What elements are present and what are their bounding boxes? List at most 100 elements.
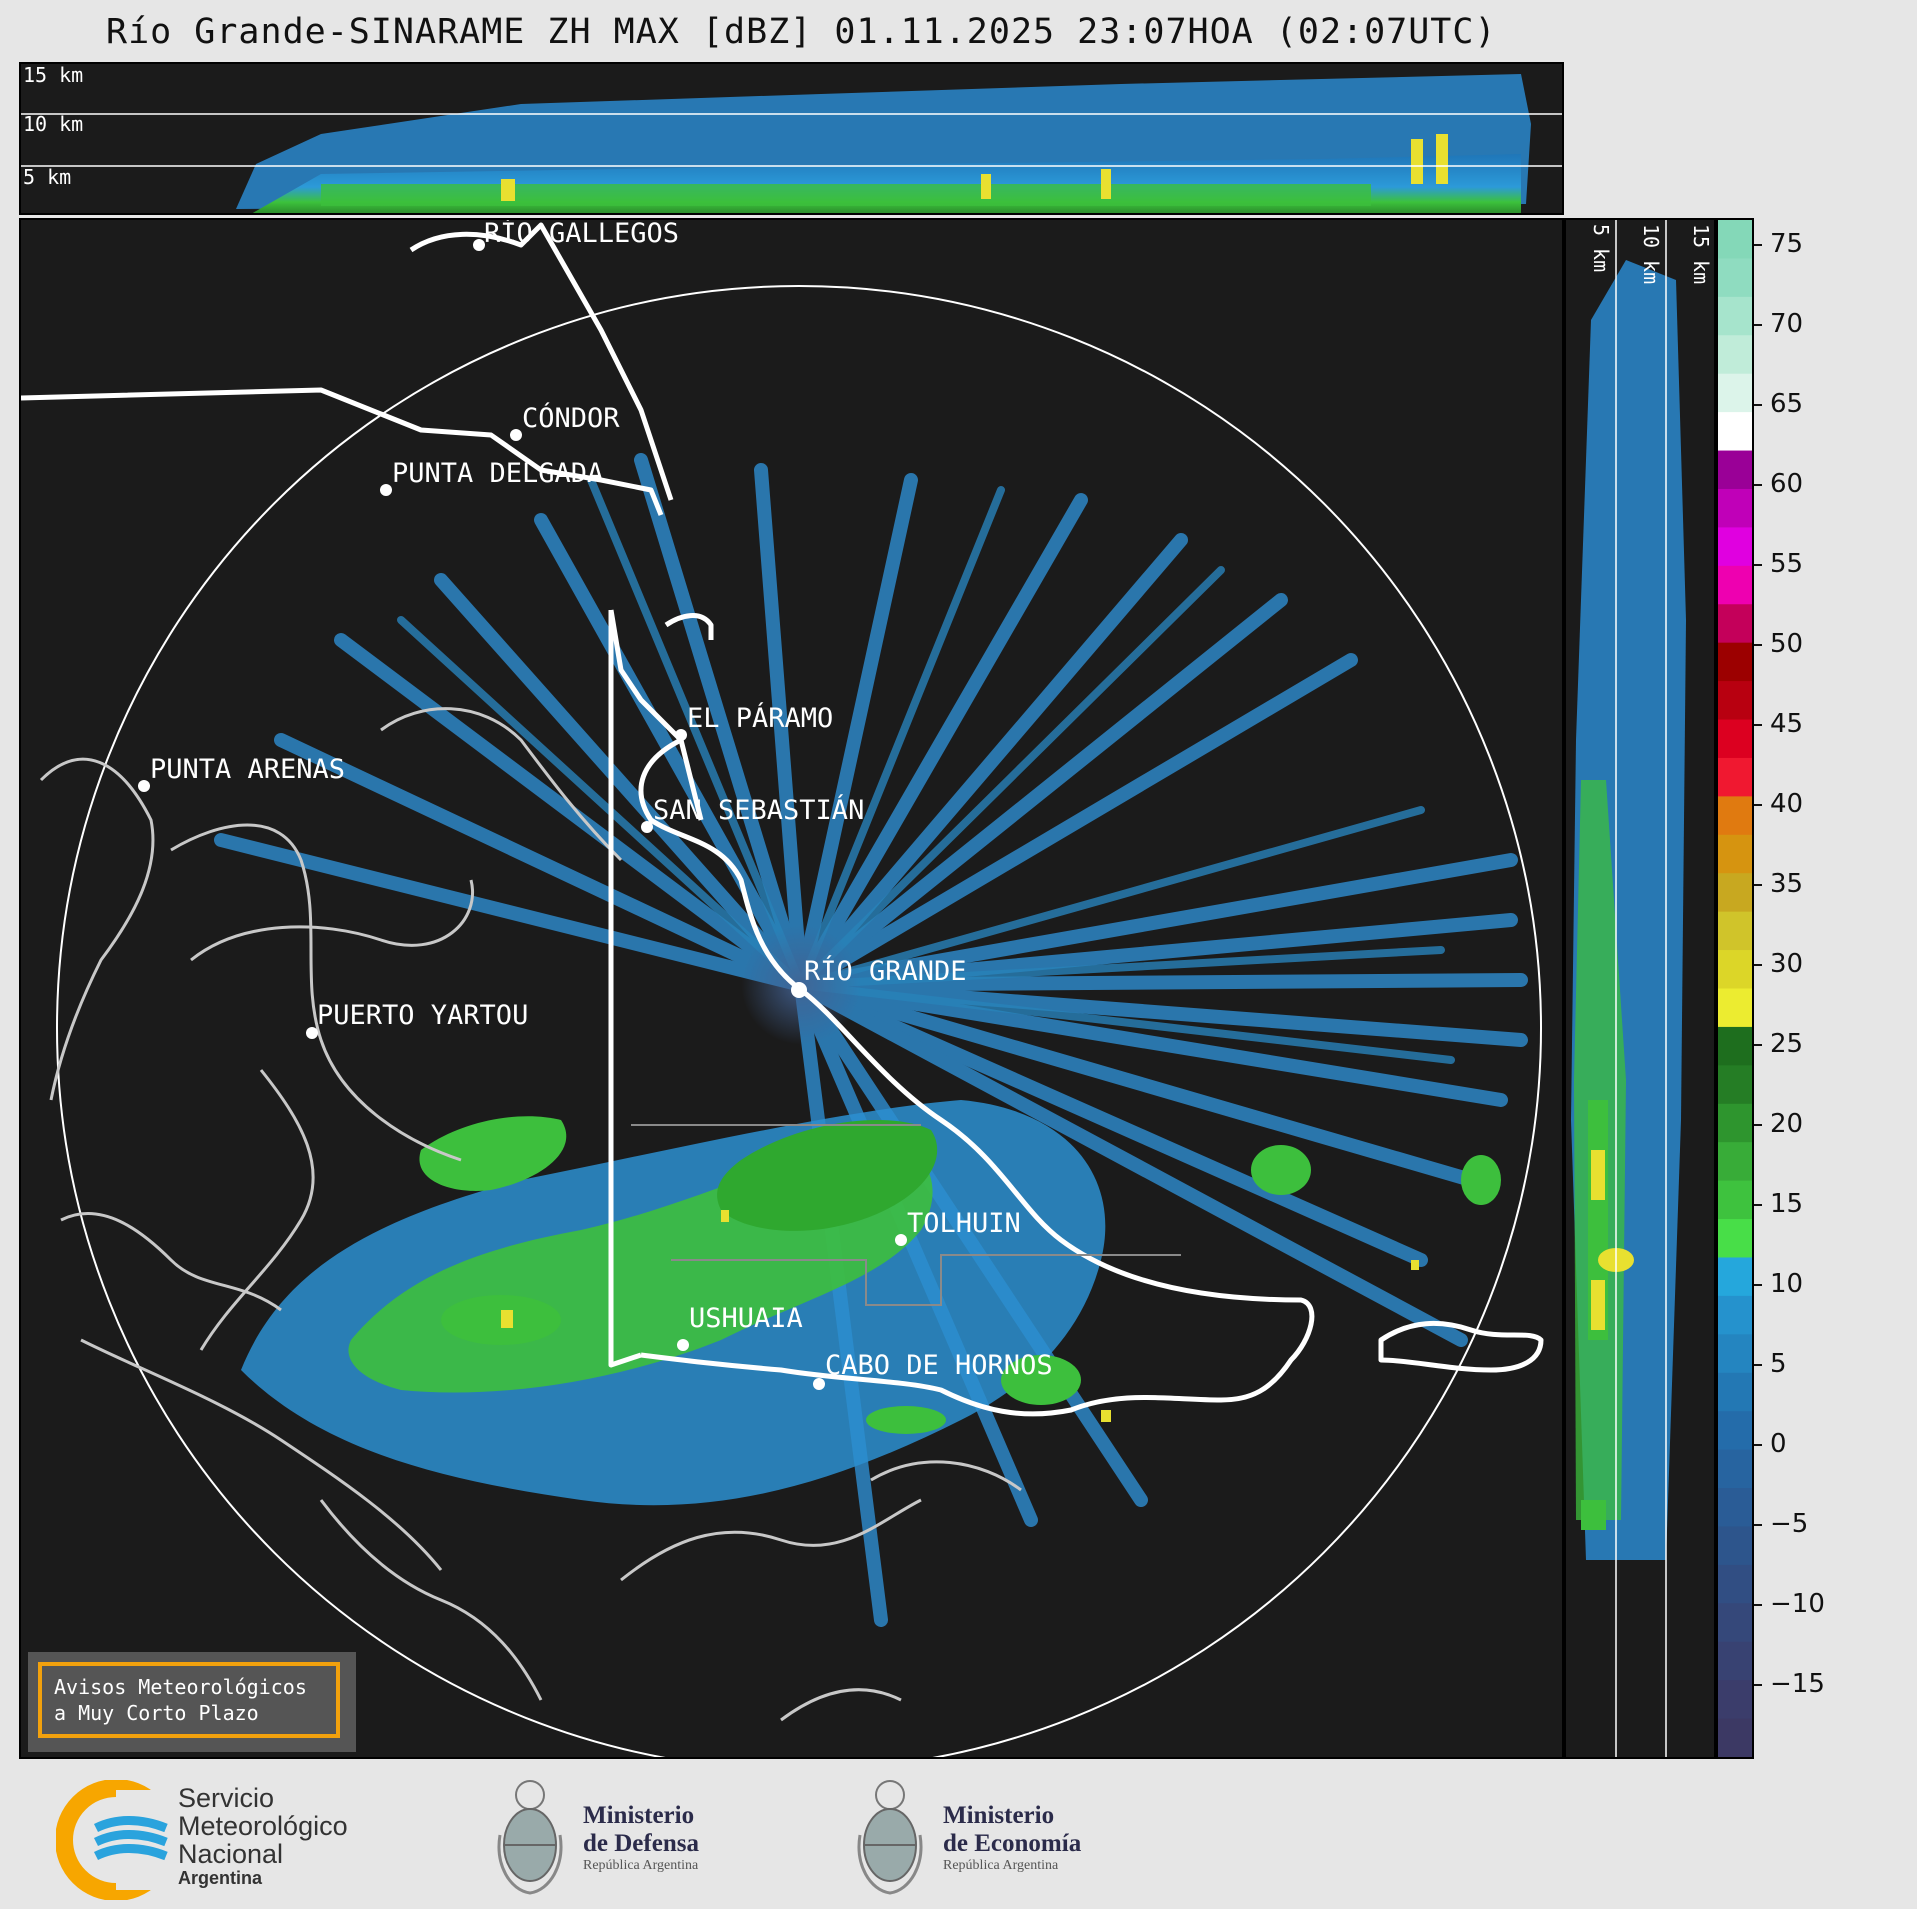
place-markers: [138, 239, 907, 1390]
colorbar-segment: [1718, 527, 1752, 567]
side-height-label: 10 km: [1639, 224, 1663, 284]
top-height-label: 10 km: [23, 112, 83, 136]
colorbar-tick-label: 25: [1770, 1029, 1804, 1059]
top-height-label: 5 km: [23, 165, 71, 189]
top-cross-section-panel: 15 km 10 km 5 km: [19, 62, 1564, 215]
colorbar-segment: [1718, 950, 1752, 990]
boundaries: [21, 222, 1544, 1417]
colorbar-tick-label: 20: [1770, 1109, 1804, 1139]
colorbar-segment: [1718, 1180, 1752, 1221]
economia-line-1: Ministerio: [943, 1802, 1055, 1829]
colorbar-tick-label: 0: [1770, 1429, 1787, 1459]
colorbar-segment: [1718, 1603, 1752, 1643]
colorbar-segment: [1718, 1026, 1752, 1067]
place-labels: RÍO GALLEGOS CÓNDOR PUNTA DELGADA EL PÁR…: [150, 220, 1053, 1381]
colorbar-segment: [1718, 220, 1752, 260]
colorbar-segment: [1718, 873, 1752, 913]
colorbar-segment: [1718, 757, 1752, 798]
colorbar-tick: [1754, 1044, 1762, 1046]
colorbar-tick: [1754, 564, 1762, 566]
colorbar-tick: [1754, 964, 1762, 966]
colorbar-segment: [1718, 373, 1752, 414]
colorbar-segment: [1718, 488, 1752, 529]
colorbar-segment: [1718, 834, 1752, 875]
place-label: CÓNDOR: [522, 402, 620, 434]
colorbar-segment: [1718, 681, 1752, 721]
province-lines: [631, 1124, 1181, 1306]
colorbar-tick-label: 70: [1770, 309, 1804, 339]
place-label: PUNTA ARENAS: [150, 754, 345, 785]
colorbar-tick: [1754, 404, 1762, 406]
place-label: RÍO GRANDE: [804, 955, 967, 987]
smn-emblem-icon: [56, 1780, 176, 1900]
place-label: CABO DE HORNOS: [825, 1350, 1053, 1381]
colorbar-segment: [1718, 1065, 1752, 1105]
top-height-label: 15 km: [23, 64, 83, 87]
defensa-line-2: de Defensa: [583, 1830, 699, 1857]
colorbar-tick: [1754, 1204, 1762, 1206]
colorbar-segment: [1718, 911, 1752, 952]
place-marker: [473, 239, 485, 251]
colorbar: [1716, 218, 1754, 1759]
smn-line-3: Nacional: [178, 1839, 284, 1869]
alert-line-2: a Muy Corto Plazo: [54, 1701, 259, 1725]
side-cross-section-panel: 5 km 10 km 15 km: [1564, 218, 1716, 1759]
colorbar-tick-label: 65: [1770, 389, 1804, 419]
colorbar-segment: [1718, 988, 1752, 1028]
colorbar-tick-label: 45: [1770, 709, 1804, 739]
colorbar-tick: [1754, 1364, 1762, 1366]
colorbar-tick: [1754, 1284, 1762, 1286]
coat-of-arms-icon: [857, 1780, 923, 1895]
colorbar-segment: [1718, 335, 1752, 375]
colorbar-segment: [1718, 1219, 1752, 1259]
colorbar-tick-label: 35: [1770, 869, 1804, 899]
place-marker: [677, 1339, 689, 1351]
place-marker: [510, 429, 522, 441]
colorbar-tick-label: −5: [1770, 1509, 1809, 1539]
colorbar-segment: [1718, 1295, 1752, 1336]
colorbar-tick-label: −10: [1770, 1589, 1825, 1619]
alert-box: Avisos Meteorológicos a Muy Corto Plazo: [28, 1652, 356, 1752]
colorbar-segment: [1718, 1680, 1752, 1720]
colorbar-tick-label: 60: [1770, 469, 1804, 499]
colorbar-tick: [1754, 244, 1762, 246]
place-marker: [380, 484, 392, 496]
colorbar-tick-label: 40: [1770, 789, 1804, 819]
colorbar-tick: [1754, 1444, 1762, 1446]
colorbar-tick: [1754, 1124, 1762, 1126]
colorbar-tick: [1754, 1604, 1762, 1606]
defensa-line-3: República Argentina: [583, 1858, 699, 1873]
colorbar-segment: [1718, 412, 1752, 452]
colorbar-segment: [1718, 1449, 1752, 1490]
colorbar-segment: [1718, 1334, 1752, 1374]
colorbar-segment: [1718, 450, 1752, 490]
place-label: EL PÁRAMO: [687, 702, 833, 734]
colorbar-tick-label: 10: [1770, 1269, 1804, 1299]
side-height-label: 15 km: [1689, 224, 1713, 284]
place-label: USHUAIA: [689, 1303, 803, 1334]
range-ring: [56, 285, 1542, 1757]
colorbar-segment: [1718, 719, 1752, 759]
smn-line-2: Meteorológico: [178, 1811, 348, 1841]
colorbar-tick-label: 75: [1770, 229, 1804, 259]
colorbar-segment: [1718, 1526, 1752, 1566]
colorbar-tick: [1754, 1524, 1762, 1526]
ministerio-economia-logo: Ministerio de Economía República Argenti…: [855, 1770, 1115, 1900]
ministerio-defensa-logo: Ministerio de Defensa República Argentin…: [495, 1770, 755, 1900]
colorbar-segment: [1718, 258, 1752, 298]
colorbar-segment: [1718, 1372, 1752, 1413]
colorbar-segment: [1718, 565, 1752, 606]
colorbar-segment: [1718, 1257, 1752, 1297]
place-marker: [675, 729, 687, 741]
colorbar-tick-label: 50: [1770, 629, 1804, 659]
place-marker: [306, 1027, 318, 1039]
smn-line-4: Argentina: [178, 1868, 263, 1888]
smn-logo: Servicio Meteorológico Nacional Argentin…: [56, 1770, 396, 1900]
economia-line-3: República Argentina: [943, 1858, 1059, 1873]
colorbar-tick-label: 30: [1770, 949, 1804, 979]
alert-line-1: Avisos Meteorológicos: [54, 1675, 307, 1699]
colorbar-segment: [1718, 1488, 1752, 1528]
chart-title: Río Grande-SINARAME ZH MAX [dBZ] 01.11.2…: [106, 12, 1497, 52]
place-marker: [641, 821, 653, 833]
colorbar-tick-label: 55: [1770, 549, 1804, 579]
